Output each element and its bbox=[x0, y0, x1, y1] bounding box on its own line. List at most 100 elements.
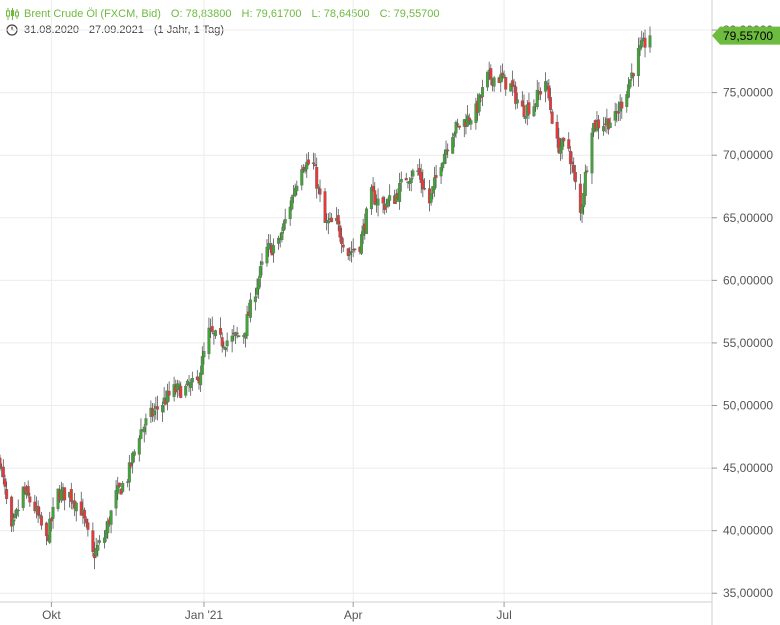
candle-body-down bbox=[643, 37, 647, 48]
grid bbox=[0, 0, 712, 602]
candle-body-up bbox=[628, 79, 632, 88]
candle bbox=[91, 522, 95, 557]
candle bbox=[454, 120, 458, 138]
candle bbox=[283, 208, 287, 230]
candle-body-up bbox=[359, 234, 363, 254]
candle bbox=[388, 184, 392, 207]
candle bbox=[486, 71, 490, 91]
candle bbox=[214, 329, 218, 339]
candle bbox=[580, 204, 584, 223]
candle-body-down bbox=[323, 191, 327, 223]
candle-body-down bbox=[421, 179, 425, 190]
candle bbox=[230, 329, 234, 353]
candle bbox=[127, 454, 131, 491]
candle-body-up bbox=[51, 507, 55, 519]
candle bbox=[300, 164, 304, 191]
candle bbox=[1, 459, 5, 485]
candle bbox=[336, 208, 340, 232]
candle bbox=[373, 182, 377, 206]
candle-body-up bbox=[222, 346, 226, 348]
candle bbox=[341, 238, 345, 252]
candle bbox=[152, 403, 156, 422]
candle-body-up bbox=[132, 451, 136, 456]
candle-body-up bbox=[544, 81, 548, 92]
candle-body-up bbox=[48, 518, 52, 543]
candle bbox=[502, 70, 506, 79]
candle-body-up bbox=[640, 40, 644, 48]
instrument-info: Brent Crude Öl (FXCM, Bid) O: 78,83800 H… bbox=[6, 6, 440, 22]
low-value: 78,64500 bbox=[323, 8, 370, 20]
candle bbox=[350, 241, 354, 263]
candle bbox=[353, 248, 357, 253]
candle-body-up bbox=[265, 246, 269, 264]
candle-body-down bbox=[5, 489, 9, 500]
candle bbox=[96, 539, 100, 557]
candle bbox=[109, 509, 113, 534]
candle bbox=[116, 476, 120, 501]
candle bbox=[620, 97, 624, 119]
candle-body-down bbox=[631, 73, 635, 77]
candle-body-up bbox=[225, 340, 229, 347]
candle-body-up bbox=[486, 71, 490, 88]
candle-body-down bbox=[338, 225, 342, 238]
candle bbox=[106, 517, 110, 540]
candle-body-down bbox=[28, 496, 32, 503]
candle-body-down bbox=[555, 121, 559, 139]
open-value: 78,83800 bbox=[185, 8, 232, 20]
candle-body-down bbox=[620, 101, 624, 109]
candle bbox=[520, 91, 524, 107]
candle-body-up bbox=[398, 183, 402, 202]
candle bbox=[207, 317, 211, 360]
candle-body-down bbox=[10, 496, 14, 527]
candle-body-down bbox=[504, 77, 508, 90]
candle-body-down bbox=[167, 391, 171, 396]
candle bbox=[466, 105, 470, 127]
candle bbox=[625, 90, 629, 113]
candle-body-up bbox=[184, 385, 188, 396]
candle-body-up bbox=[288, 206, 292, 219]
candle bbox=[10, 495, 14, 533]
candle bbox=[456, 118, 460, 128]
candle-body-down bbox=[91, 530, 95, 553]
candle bbox=[199, 365, 203, 393]
candle bbox=[446, 143, 450, 159]
candle-body-down bbox=[585, 170, 589, 172]
candle bbox=[399, 171, 403, 192]
candle-body-up bbox=[224, 347, 228, 350]
candle bbox=[631, 72, 635, 87]
candle bbox=[121, 481, 125, 494]
candle-body-up bbox=[388, 195, 392, 201]
candle-body-up bbox=[524, 116, 528, 119]
candle-body-up bbox=[515, 99, 519, 104]
candle bbox=[602, 117, 606, 136]
candle-body-down bbox=[330, 217, 334, 223]
candle bbox=[630, 63, 634, 81]
candle bbox=[481, 79, 485, 107]
candle-body-up bbox=[253, 296, 257, 303]
candle-body-up bbox=[626, 84, 630, 98]
candle bbox=[97, 535, 101, 545]
candle bbox=[224, 346, 228, 357]
candle bbox=[469, 118, 473, 130]
candle bbox=[562, 136, 566, 147]
candle-body-up bbox=[300, 169, 304, 186]
candle-body-up bbox=[399, 179, 403, 183]
candle-body-up bbox=[11, 520, 15, 526]
candle-body-up bbox=[74, 502, 78, 512]
candle-body-up bbox=[144, 418, 148, 426]
candle-body-up bbox=[545, 83, 549, 85]
x-tick-label: Apr bbox=[344, 608, 363, 622]
candle bbox=[549, 87, 553, 114]
candle-body-up bbox=[96, 545, 100, 551]
candle-body-up bbox=[202, 351, 206, 358]
candle bbox=[167, 381, 171, 402]
candle bbox=[330, 213, 334, 223]
candle bbox=[434, 164, 438, 188]
candle-body-up bbox=[214, 330, 218, 337]
candle-body-down bbox=[446, 149, 450, 152]
candle-body-up bbox=[102, 537, 106, 543]
candle bbox=[550, 109, 554, 125]
candle bbox=[404, 172, 408, 181]
candle-body-down bbox=[381, 197, 385, 204]
